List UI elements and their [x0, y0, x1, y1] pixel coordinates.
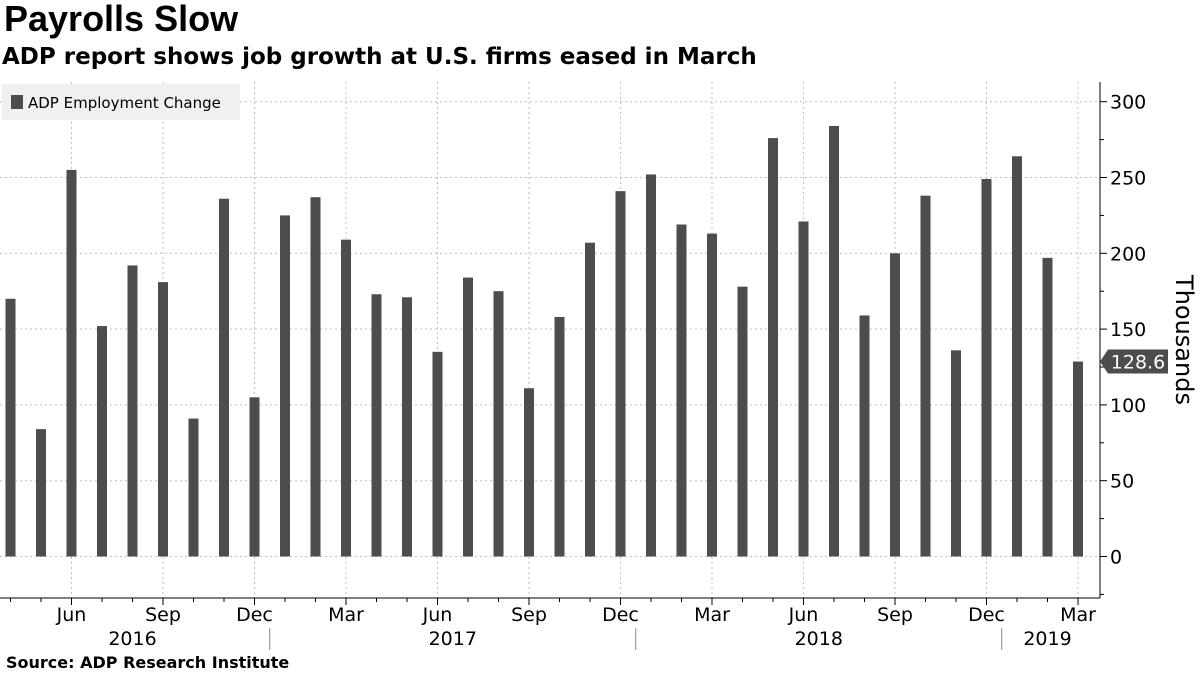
bar: [188, 418, 199, 557]
y-tick-label: 150: [1110, 319, 1146, 341]
y-tick-label: 50: [1110, 471, 1134, 493]
bar: [829, 125, 839, 557]
x-month-label: Mar: [1060, 604, 1096, 626]
bar: [646, 174, 656, 557]
y-tick-label: 250: [1110, 168, 1146, 190]
legend-label: ADP Employment Change: [28, 94, 221, 112]
bar: [615, 191, 626, 557]
bar: [1042, 257, 1053, 557]
bar: [951, 350, 961, 557]
legend-swatch-icon: [11, 95, 23, 109]
axes: 0 50 100 150 200 250 300 Jun Sep Dec Mar Jun Sep Dec M…: [0, 82, 1146, 650]
x-month-label: Dec: [602, 604, 639, 626]
bar: [524, 388, 534, 557]
x-month-label: Jun: [788, 604, 819, 626]
bar: [737, 286, 748, 557]
y-axis-title: Thousands: [1170, 274, 1198, 405]
y-tick-label: 0: [1110, 547, 1122, 569]
x-year-label: 2019: [1023, 628, 1071, 650]
x-month-label: Sep: [511, 604, 547, 626]
bar: [981, 179, 992, 557]
bar: [158, 282, 168, 557]
bar: [768, 138, 778, 557]
bar: [585, 242, 595, 557]
last-value-tag-shape: [1100, 349, 1168, 374]
bar: [371, 294, 382, 557]
bar: [798, 221, 809, 557]
x-month-label: Jun: [422, 604, 453, 626]
bar: [219, 198, 229, 557]
bar: [707, 233, 717, 557]
source-note: Source: ADP Research Institute: [6, 653, 290, 672]
x-month-label: Mar: [694, 604, 730, 626]
bar: [1012, 156, 1022, 557]
x-month-label: Dec: [236, 604, 273, 626]
y-tick-label: 200: [1110, 243, 1146, 265]
bar: [36, 429, 46, 557]
x-month-label: Sep: [145, 604, 181, 626]
x-year-label: 2018: [795, 628, 843, 650]
bar: [402, 297, 412, 557]
bar-series: [5, 125, 1083, 557]
bar: [463, 277, 473, 557]
x-year-label: 2017: [429, 628, 477, 650]
x-month-label: Mar: [328, 604, 364, 626]
bar: [554, 316, 565, 557]
bar: [310, 197, 321, 557]
legend: ADP Employment Change: [2, 84, 240, 120]
bar: [127, 265, 138, 557]
bar: [97, 326, 107, 557]
bar: [676, 224, 687, 557]
bar: [280, 215, 290, 557]
y-tick-label: 100: [1110, 395, 1146, 417]
bar: [5, 298, 16, 557]
legend-background: [2, 84, 240, 120]
x-month-label: Sep: [877, 604, 913, 626]
bar: [1073, 361, 1083, 557]
x-month-label: Jun: [56, 604, 87, 626]
y-tick-label: 300: [1110, 92, 1146, 114]
last-value-tag: 128.6: [1100, 349, 1168, 374]
x-year-label: 2016: [108, 628, 156, 650]
bar: [920, 195, 931, 557]
bar: [66, 169, 77, 557]
bar: [341, 239, 351, 557]
chart-subtitle: ADP report shows job growth at U.S. firm…: [2, 44, 757, 70]
bar: [493, 291, 504, 557]
chart-title: Payrolls Slow: [4, 0, 239, 39]
last-value-tag-label: 128.6: [1111, 352, 1165, 374]
bar: [890, 253, 900, 557]
bar: [859, 315, 870, 557]
bar: [432, 351, 443, 557]
x-month-label: Dec: [968, 604, 1005, 626]
bar: [249, 397, 260, 557]
